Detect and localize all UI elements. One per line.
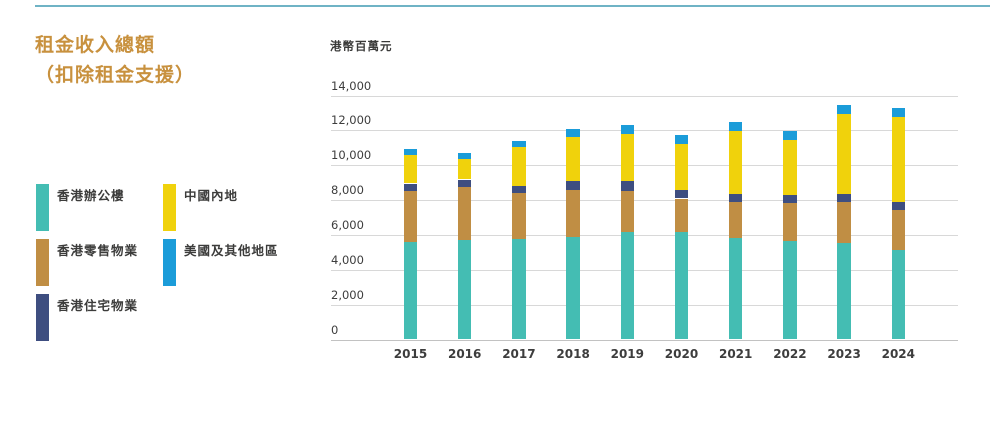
bar-2020-segment-香港住宅物業 [674, 190, 689, 199]
bar-2019-segment-香港零售物業 [620, 190, 635, 233]
bar-2019-segment-香港辦公樓 [620, 232, 635, 340]
bar-2024-segment-中國內地 [891, 117, 906, 202]
x-tick-label-2019: 2019 [610, 347, 644, 361]
x-tick-label-2024: 2024 [881, 347, 915, 361]
legend-item-label: 香港零售物業 [57, 243, 139, 258]
y-tick-label-0: 0 [331, 322, 339, 337]
bar-2022-segment-香港住宅物業 [783, 195, 797, 204]
y-tick-label-12000: 12,000 [331, 113, 372, 128]
x-tick-label-2020: 2020 [664, 347, 699, 361]
bar-2024-segment-美國及其他地區 [891, 107, 906, 118]
x-tick-label-2021: 2021 [718, 347, 753, 361]
y-tick-label-2000: 2,000 [331, 287, 364, 302]
page-title: 租金收入總額 （扣除租金支援） [35, 30, 335, 90]
bar-2018-segment-香港零售物業 [566, 190, 580, 237]
y-tick-label-6000: 6,000 [331, 217, 364, 232]
bar-2019-segment-香港住宅物業 [620, 181, 635, 191]
legend-swatch [163, 239, 176, 286]
bar-2020-segment-香港零售物業 [674, 198, 689, 233]
x-tick-label-2017: 2017 [502, 347, 536, 361]
bar-2019-segment-中國內地 [620, 133, 635, 182]
legend-item-label: 美國及其他地區 [184, 243, 279, 258]
gridline-0 [331, 339, 958, 341]
bar-2022-segment-香港零售物業 [783, 203, 797, 242]
bar-2020-segment-中國內地 [674, 143, 689, 191]
bar-2020-segment-美國及其他地區 [674, 135, 689, 144]
bar-2016-segment-中國內地 [457, 158, 472, 180]
bar-2015-segment-中國內地 [403, 155, 418, 184]
bar-2015-segment-香港辦公樓 [403, 241, 418, 340]
bar-2021-segment-香港零售物業 [728, 201, 743, 238]
bar-2015-segment-美國及其他地區 [403, 149, 418, 156]
bar-2023-segment-香港住宅物業 [837, 193, 851, 202]
bar-2017-segment-中國內地 [512, 146, 526, 186]
legend-item-label: 中國內地 [184, 188, 239, 203]
bar-2022-segment-美國及其他地區 [783, 131, 797, 141]
y-tick-label-10000: 10,000 [331, 148, 372, 163]
bar-2015-segment-香港零售物業 [403, 191, 418, 242]
bar-2021-segment-香港辦公樓 [728, 237, 743, 340]
bar-2023-segment-香港零售物業 [837, 201, 851, 244]
legend-swatch [36, 184, 49, 231]
bar-2016-segment-香港辦公樓 [457, 239, 472, 340]
bar-2023-segment-香港辦公樓 [837, 243, 851, 340]
bar-2022-segment-香港辦公樓 [783, 241, 797, 340]
bar-2015-segment-香港住宅物業 [403, 183, 418, 191]
bar-2018-segment-香港辦公樓 [566, 236, 580, 340]
gridline-4000 [331, 269, 958, 271]
x-tick-label-2023: 2023 [827, 347, 861, 361]
gridline-12000 [331, 130, 958, 132]
bar-2017-segment-美國及其他地區 [512, 140, 526, 147]
bar-2018-segment-香港住宅物業 [566, 181, 580, 191]
legend-item-label: 香港辦公樓 [57, 188, 125, 203]
bar-2016-segment-香港零售物業 [457, 186, 472, 240]
top-accent-rule [35, 5, 990, 7]
bar-2022-segment-中國內地 [783, 140, 797, 195]
y-tick-label-14000: 14,000 [331, 78, 372, 93]
bar-2016-segment-香港住宅物業 [457, 179, 472, 187]
bar-2023-segment-中國內地 [837, 114, 851, 194]
bar-2017-segment-香港辦公樓 [512, 238, 526, 340]
gridline-8000 [331, 200, 958, 202]
gridline-2000 [331, 304, 958, 306]
x-tick-label-2015: 2015 [393, 347, 428, 361]
y-tick-label-8000: 8,000 [331, 183, 364, 198]
bar-2018-segment-中國內地 [566, 137, 580, 182]
x-tick-label-2016: 2016 [447, 347, 482, 361]
bar-2021-segment-美國及其他地區 [728, 121, 743, 132]
bar-2017-segment-香港零售物業 [512, 193, 526, 239]
bar-2021-segment-香港住宅物業 [728, 193, 743, 202]
bar-2024-segment-香港零售物業 [891, 209, 906, 251]
bar-2019-segment-美國及其他地區 [620, 124, 635, 134]
gridline-14000 [331, 95, 958, 97]
legend-swatch [163, 184, 176, 231]
gridline-10000 [331, 165, 958, 167]
bar-2024-segment-香港辦公樓 [891, 250, 906, 340]
legend-item-label: 香港住宅物業 [57, 298, 139, 313]
page-title-line2: （扣除租金支援） [35, 64, 196, 86]
page-title-line1: 租金收入總額 [35, 34, 156, 56]
legend-swatch [36, 239, 49, 286]
y-axis-unit-label: 港幣百萬元 [330, 39, 393, 53]
x-tick-label-2022: 2022 [773, 347, 807, 361]
legend-swatch [36, 294, 49, 341]
bar-2021-segment-中國內地 [728, 131, 743, 194]
x-tick-label-2018: 2018 [556, 347, 590, 361]
bar-2016-segment-美國及其他地區 [457, 153, 472, 159]
bar-2024-segment-香港住宅物業 [891, 201, 906, 210]
bar-2017-segment-香港住宅物業 [512, 185, 526, 194]
gridline-6000 [331, 234, 958, 236]
bar-2020-segment-香港辦公樓 [674, 232, 689, 340]
y-tick-label-4000: 4,000 [331, 252, 364, 267]
bar-2018-segment-美國及其他地區 [566, 128, 580, 138]
bar-2023-segment-美國及其他地區 [837, 105, 851, 115]
